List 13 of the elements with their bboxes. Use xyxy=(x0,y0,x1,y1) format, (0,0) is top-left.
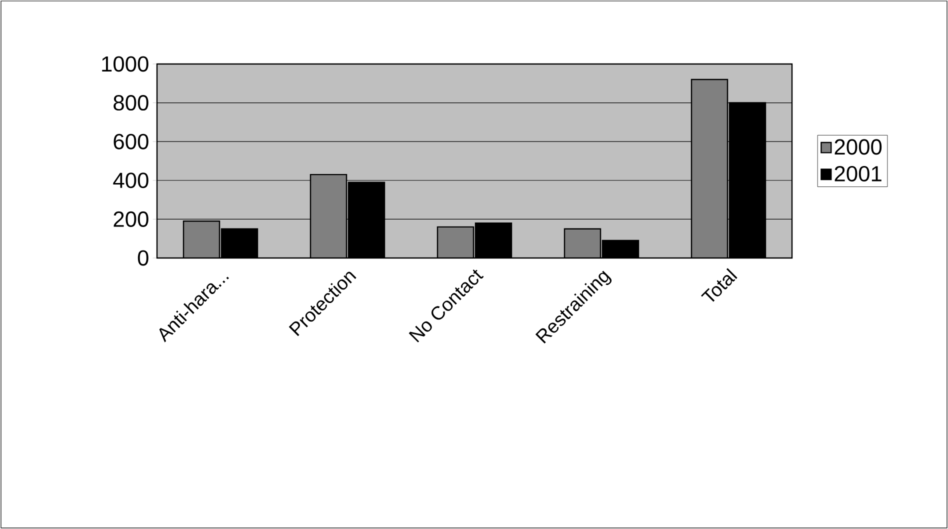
legend-label: 2001 xyxy=(834,166,882,182)
bar xyxy=(182,220,220,258)
bar xyxy=(564,228,602,258)
y-tick-label: 1000 xyxy=(102,56,148,72)
bar xyxy=(310,174,348,258)
y-tick-label: 800 xyxy=(114,95,148,111)
y-tick-label: 600 xyxy=(114,134,148,150)
bar xyxy=(690,78,728,258)
bar xyxy=(436,226,474,258)
y-tick-label: 200 xyxy=(114,211,148,227)
y-tick-label: 0 xyxy=(138,250,148,266)
y-tick-label: 400 xyxy=(113,172,148,188)
legend-label: 2000 xyxy=(834,139,882,155)
